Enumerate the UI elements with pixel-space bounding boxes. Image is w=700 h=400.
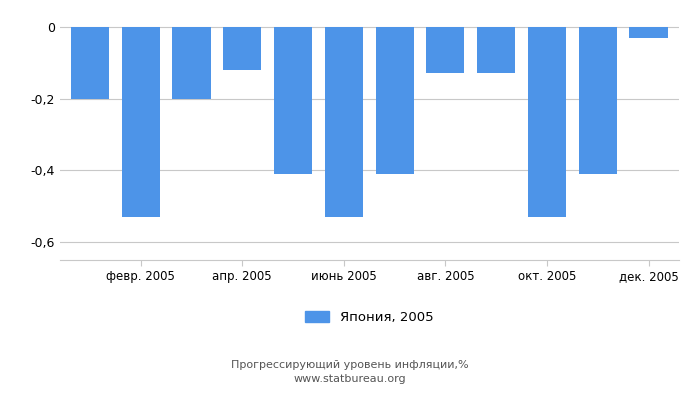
- Bar: [579, 27, 617, 174]
- Bar: [274, 27, 312, 174]
- Bar: [426, 27, 465, 74]
- Legend: Япония, 2005: Япония, 2005: [305, 310, 433, 324]
- Bar: [122, 27, 160, 217]
- Text: Прогрессирующий уровень инфляции,%
www.statbureau.org: Прогрессирующий уровень инфляции,% www.s…: [231, 360, 469, 384]
- Bar: [172, 27, 211, 98]
- Bar: [376, 27, 414, 174]
- Bar: [325, 27, 363, 217]
- Bar: [71, 27, 109, 98]
- Bar: [477, 27, 515, 74]
- Bar: [223, 27, 261, 70]
- Bar: [528, 27, 566, 217]
- Bar: [629, 27, 668, 38]
